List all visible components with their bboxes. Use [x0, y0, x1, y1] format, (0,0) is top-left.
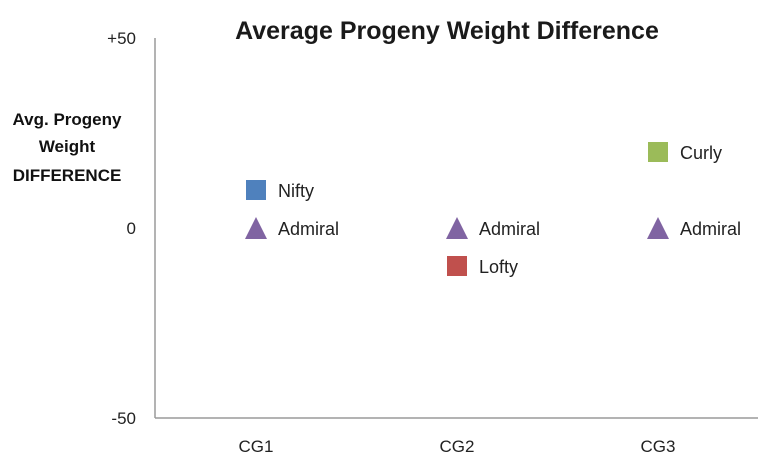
data-point-triangle: [446, 217, 468, 239]
data-point-label: Curly: [680, 143, 722, 163]
data-point-label: Nifty: [278, 181, 314, 201]
y-ticks: +50 0 -50: [107, 29, 136, 428]
data-point-square: [648, 142, 668, 162]
data-point-square: [447, 256, 467, 276]
y-tick-label: -50: [111, 409, 136, 428]
x-tick-label: CG3: [641, 437, 676, 456]
data-point-triangle: [647, 217, 669, 239]
y-tick-label: 0: [127, 219, 136, 238]
y-tick-label: +50: [107, 29, 136, 48]
y-axis-label-line-3: DIFFERENCE: [13, 166, 122, 185]
data-point-label: Lofty: [479, 257, 518, 277]
chart-title: Average Progeny Weight Difference: [235, 17, 659, 45]
data-point-label: Admiral: [680, 219, 741, 239]
data-point-label: Admiral: [479, 219, 540, 239]
x-tick-label: CG2: [440, 437, 475, 456]
data-point-square: [246, 180, 266, 200]
data-point-label: Admiral: [278, 219, 339, 239]
x-ticks: CG1 CG2 CG3: [239, 437, 676, 456]
y-axis-label-line-2: Weight: [39, 137, 96, 156]
data-point-triangle: [245, 217, 267, 239]
y-axis-label-line-1: Avg. Progeny: [13, 110, 122, 129]
x-tick-label: CG1: [239, 437, 274, 456]
data-points: Nifty Admiral Admiral Lofty Curly Admiral: [245, 142, 741, 277]
